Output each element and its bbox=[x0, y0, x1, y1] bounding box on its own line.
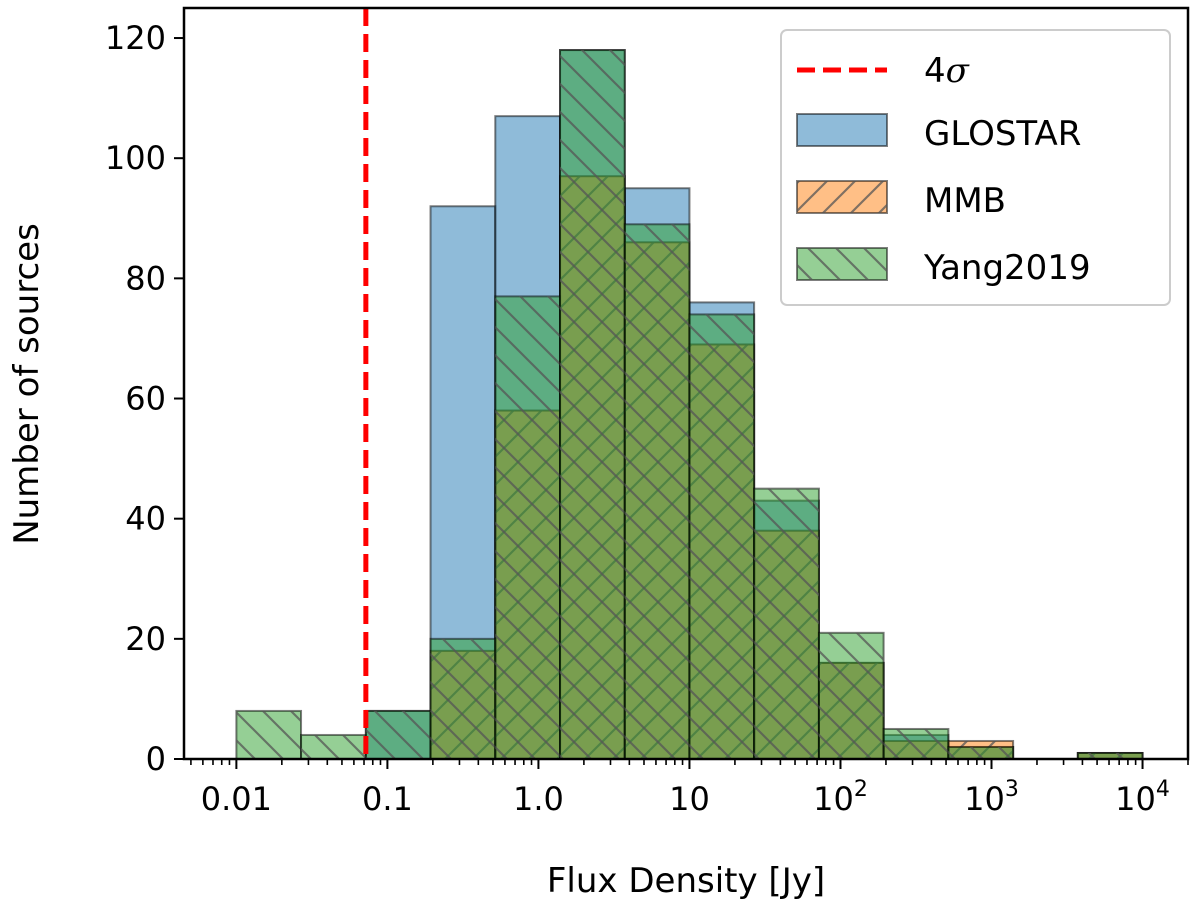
bar-hatch-yang2019-5 bbox=[560, 50, 625, 759]
series-yang2019 bbox=[235, 49, 1144, 761]
bar-hatch-yang2019-9 bbox=[818, 632, 884, 759]
y-tick-label: 80 bbox=[125, 259, 166, 297]
bar-hatch-yang2019-3 bbox=[430, 638, 496, 759]
x-tick-label: 103 bbox=[964, 777, 1019, 818]
x-axis-label: Flux Density [Jy] bbox=[547, 861, 825, 901]
y-tick-label: 40 bbox=[125, 500, 166, 538]
x-tick-label: 1.0 bbox=[513, 780, 564, 818]
x-tick-label: 104 bbox=[1115, 777, 1170, 818]
y-tick-label: 60 bbox=[125, 380, 166, 418]
legend-patch-glostar bbox=[796, 113, 888, 147]
legend-label-yang2019: Yang2019 bbox=[923, 248, 1091, 288]
plot-frame bbox=[182, 6, 1190, 761]
bar-hatch-yang2019-4 bbox=[495, 296, 561, 759]
bar-hatch-yang2019-8 bbox=[754, 488, 819, 759]
bar-hatch-yang2019-1 bbox=[301, 734, 366, 759]
x-tick-label: 10 bbox=[669, 780, 710, 818]
x-tick-label: 0.01 bbox=[201, 780, 272, 818]
legend: 4σ GLOSTAR MMB Yang2019 bbox=[780, 29, 1171, 306]
legend-label-mmb: MMB bbox=[924, 181, 1006, 221]
y-tick-label: 20 bbox=[125, 620, 166, 658]
y-tick-label: 120 bbox=[105, 19, 166, 57]
bar-hatch-yang2019-2 bbox=[365, 710, 431, 759]
x-tick-label: 0.1 bbox=[362, 780, 413, 818]
y-tick-label: 0 bbox=[146, 740, 166, 778]
bar-hatch-yang2019-6 bbox=[624, 224, 690, 760]
bar-hatch-yang2019-11 bbox=[948, 746, 1014, 759]
histogram-bars bbox=[235, 49, 1144, 761]
y-axis-label: Number of sources bbox=[7, 223, 47, 545]
x-axis: 0.01 0.1 1.0 10 102 103 104 bbox=[190, 759, 1189, 818]
x-tick-label: 102 bbox=[813, 777, 868, 818]
legend-label-threshold: 4σ bbox=[924, 51, 970, 91]
legend-label-glostar: GLOSTAR bbox=[924, 114, 1081, 154]
legend-patch-hatch-mmb bbox=[797, 181, 887, 213]
bar-hatch-yang2019-10 bbox=[883, 728, 949, 759]
bar-hatch-yang2019-7 bbox=[689, 314, 755, 759]
bar-hatch-yang2019-13 bbox=[1077, 752, 1143, 759]
y-tick-label: 100 bbox=[105, 139, 166, 177]
bar-hatch-yang2019-0 bbox=[236, 710, 302, 759]
y-axis: 0 20 40 60 80 100 120 bbox=[105, 19, 184, 778]
legend-patch-hatch-yang2019 bbox=[797, 248, 887, 280]
legend-box bbox=[780, 29, 1171, 306]
